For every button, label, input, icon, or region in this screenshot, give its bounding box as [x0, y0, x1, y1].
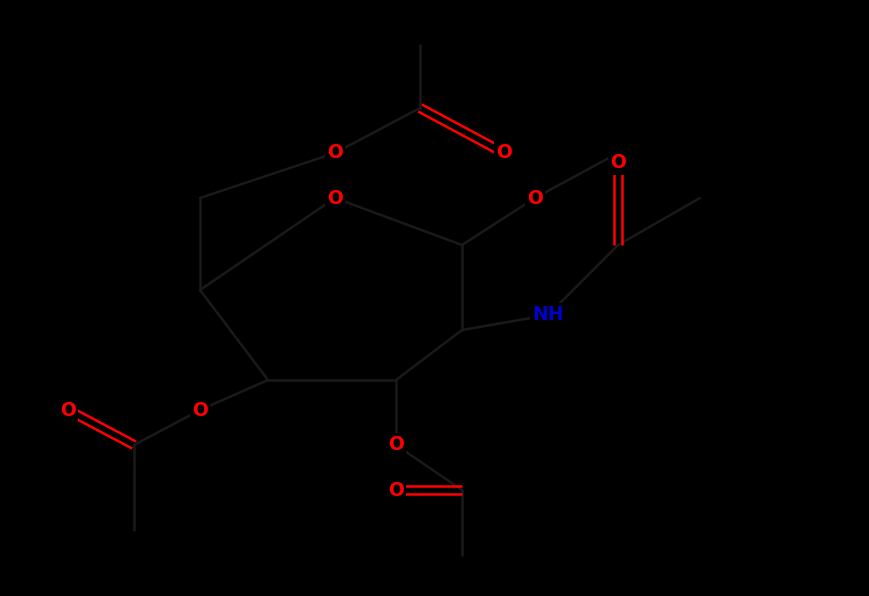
Text: O: O — [496, 144, 512, 163]
Text: O: O — [388, 480, 404, 499]
Text: O: O — [327, 144, 343, 163]
Text: NH: NH — [532, 306, 564, 324]
Text: O: O — [192, 401, 208, 420]
Text: O: O — [388, 436, 404, 455]
Text: O: O — [327, 188, 343, 207]
Text: O: O — [610, 154, 626, 172]
Text: O: O — [60, 401, 76, 420]
Text: O: O — [527, 188, 543, 207]
